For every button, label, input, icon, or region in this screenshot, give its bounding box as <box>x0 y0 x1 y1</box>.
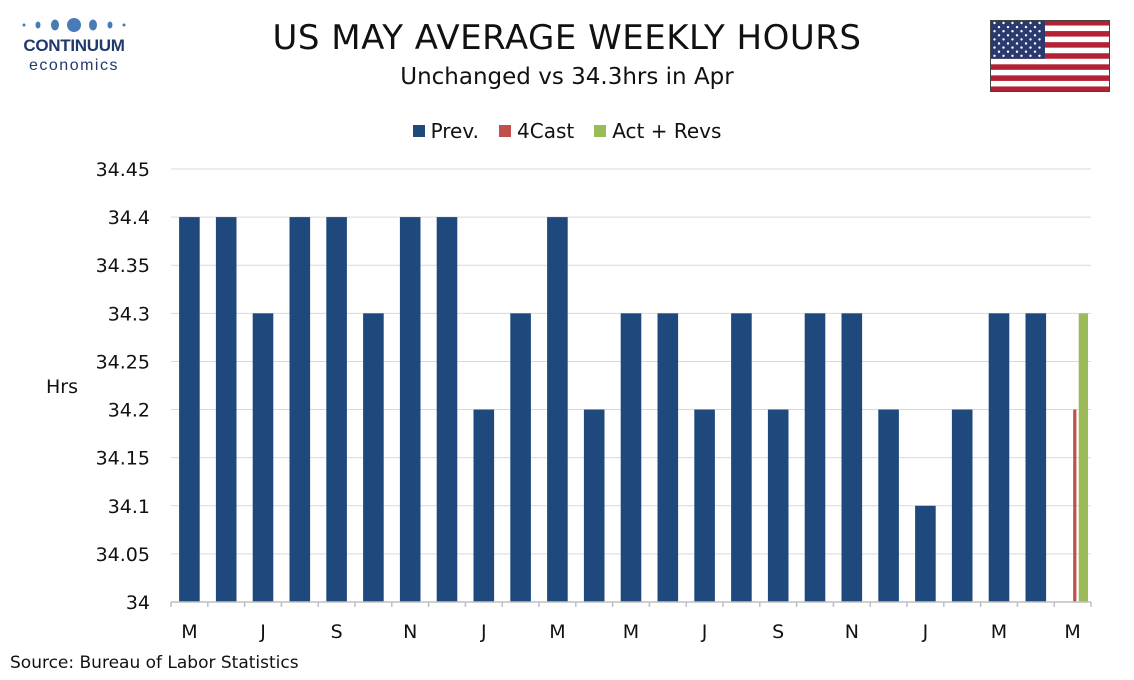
y-tick-label: 34.1 <box>108 496 150 518</box>
logo-text-line1: CONTINUUM <box>23 36 125 55</box>
chart-subtitle: Unchanged vs 34.3hrs in Apr <box>400 64 734 90</box>
y-tick-label: 34.45 <box>96 159 150 181</box>
y-tick-label: 34.4 <box>108 207 150 229</box>
bar-prev--4 <box>326 217 347 602</box>
bar-prev--10 <box>547 217 568 602</box>
bar-act-revs-24 <box>1078 313 1088 602</box>
chart-title: US MAY AVERAGE WEEKLY HOURS <box>272 18 862 58</box>
source-note: Source: Bureau of Labor Statistics <box>10 653 299 673</box>
bar-prev--23 <box>1025 313 1047 602</box>
legend-swatch <box>499 125 511 137</box>
y-tick-label: 34.05 <box>96 544 150 566</box>
legend-swatch <box>594 125 607 137</box>
bar-prev--12 <box>620 313 642 602</box>
y-axis-label: Hrs <box>46 376 78 398</box>
bar-prev--0 <box>179 217 200 602</box>
bar-prev--1 <box>215 217 237 602</box>
x-tick-label: M <box>549 621 565 643</box>
x-tick-label: J <box>480 621 487 643</box>
legend-item-1: 4Cast <box>499 119 574 143</box>
x-tick-label: S <box>331 621 343 643</box>
bar-prev--5 <box>363 313 384 602</box>
x-tick-label: J <box>701 621 708 643</box>
us-flag-icon <box>990 20 1110 92</box>
bar-prev--3 <box>289 217 311 602</box>
bar-prev--14 <box>694 409 715 602</box>
x-tick-label: J <box>922 621 929 643</box>
logo-text-line2: economics <box>29 57 119 74</box>
bar-prev--6 <box>399 217 421 602</box>
y-tick-label: 34.3 <box>108 303 150 325</box>
logo-dots-icon <box>22 18 126 32</box>
bar-prev--9 <box>510 313 531 602</box>
bar-prev--15 <box>731 313 752 602</box>
y-tick-label: 34 <box>126 592 150 614</box>
legend-swatch <box>412 125 425 137</box>
x-tick-label: M <box>991 621 1007 643</box>
bar-prev--18 <box>841 313 863 602</box>
legend-item-2: Act + Revs <box>594 119 721 143</box>
bar-prev--11 <box>583 409 605 602</box>
bar-chart: 34 34.05 34.1 34.15 34.2 34.25 34.3 34.35 34.4 34… <box>46 159 1092 643</box>
bar-prev--8 <box>473 409 495 602</box>
y-tick-label: 34.2 <box>108 400 150 422</box>
legend-label: Act + Revs <box>612 119 722 143</box>
bar-prev--21 <box>951 409 973 602</box>
bar-prev--20 <box>915 505 936 602</box>
legend-label: Prev. <box>430 119 479 143</box>
x-tick-label: M <box>623 621 639 643</box>
x-tick-label: N <box>403 621 417 643</box>
x-tick-label: M <box>181 621 197 643</box>
bar-prev--19 <box>878 409 899 602</box>
bar-prev--13 <box>657 313 679 602</box>
x-tick-label: N <box>845 621 859 643</box>
y-tick-label: 34.35 <box>96 255 150 277</box>
y-tick-label: 34.15 <box>96 448 150 470</box>
y-tick-label: 34.25 <box>96 351 150 373</box>
x-tick-label: S <box>772 621 784 643</box>
x-tick-label: J <box>259 621 266 643</box>
bar-prev--2 <box>252 313 274 602</box>
bar-4cast-24 <box>1073 409 1077 602</box>
legend-item-0: Prev. <box>412 119 479 143</box>
chart-legend: Prev. 4Cast Act + Revs <box>0 119 1134 143</box>
x-tick-label: M <box>1064 621 1080 643</box>
bar-prev--22 <box>988 313 1010 602</box>
continuum-economics-logo: CONTINUUM economics <box>14 14 134 76</box>
bar-prev--17 <box>804 313 826 602</box>
bar-prev--7 <box>436 217 458 602</box>
bar-prev--16 <box>767 409 789 602</box>
legend-label: 4Cast <box>517 119 575 143</box>
